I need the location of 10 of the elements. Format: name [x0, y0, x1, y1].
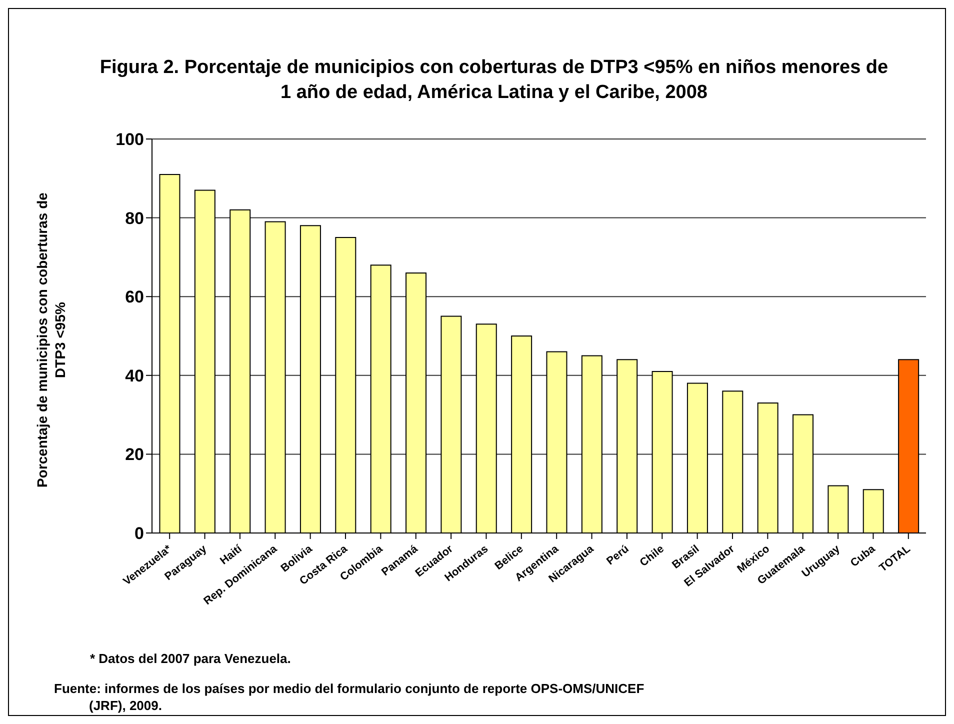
y-tick-label: 40	[125, 366, 144, 386]
y-tick-label: 20	[125, 445, 144, 464]
source-note: Fuente: informes de los países por medio del formulario conjunto de reporte OPS-OMS/UNICEF (JRF), 2009.	[54, 680, 646, 714]
y-tick-label: 60	[125, 288, 144, 307]
y-tick-label: 80	[125, 208, 144, 228]
text: * Datos del 2007 para Venezuela.	[90, 651, 291, 666]
y-tick-label: 100	[116, 130, 144, 150]
y-tick-label: 0	[134, 524, 144, 544]
y-axis-title: Porcentaje de municipios con coberturas de DTP3 <95%	[33, 192, 69, 490]
chart-title: Figura 2. Porcentaje de municipios con coberturas de DTP3 <95% en niños menores de 1 año de edad, América Latina y el Caribe, 2008	[99, 56, 889, 105]
